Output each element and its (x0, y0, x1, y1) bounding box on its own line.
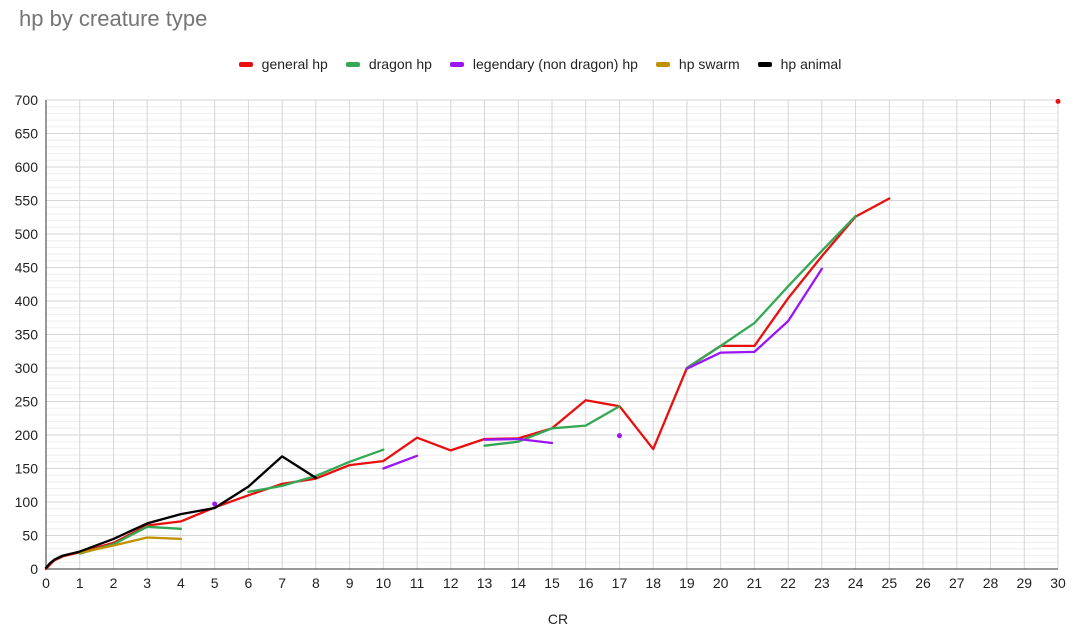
y-tick-label: 650 (15, 126, 39, 142)
x-tick-label: 13 (477, 575, 493, 591)
y-tick-label: 600 (15, 159, 39, 175)
x-tick-label: 26 (915, 575, 931, 591)
series-legendary-non-dragon-hp (212, 267, 824, 507)
x-tick-label: 10 (376, 575, 392, 591)
x-tick-label: 5 (211, 575, 219, 591)
x-tick-label: 28 (983, 575, 999, 591)
x-tick-label: 7 (278, 575, 286, 591)
x-tick-label: 14 (510, 575, 526, 591)
x-tick-label: 24 (848, 575, 864, 591)
legend-swatch (238, 61, 253, 67)
x-tick-label: 27 (949, 575, 965, 591)
gridlines (45, 99, 1059, 570)
legend-swatch (655, 61, 670, 67)
series-dragon-hp (78, 214, 857, 555)
x-axis-title: CR (548, 611, 568, 627)
legend-label: legendary (non dragon) hp (472, 56, 638, 72)
series-line (483, 437, 554, 445)
x-tick-label: 22 (780, 575, 796, 591)
y-tick-label: 50 (22, 528, 38, 544)
y-tick-label: 550 (15, 193, 39, 209)
legend-item: legendary (non dragon) hp (449, 56, 638, 72)
x-tick-label: 2 (110, 575, 118, 591)
y-tick-label: 450 (15, 260, 39, 276)
series-general-hp (44, 98, 1061, 571)
series-line (44, 197, 891, 571)
y-tick-label: 500 (15, 226, 39, 242)
x-tick-label: 20 (713, 575, 729, 591)
x-tick-label: 15 (544, 575, 560, 591)
x-tick-label: 19 (679, 575, 695, 591)
legend-item: general hp (238, 56, 328, 72)
x-tick-label: 16 (578, 575, 594, 591)
x-tick-label: 23 (814, 575, 830, 591)
legend-item: hp animal (757, 56, 842, 72)
series-line (685, 214, 857, 370)
chart-title: hp by creature type (19, 6, 208, 31)
x-tick-label: 12 (443, 575, 459, 591)
x-tick-label: 9 (346, 575, 354, 591)
series-line (685, 267, 824, 370)
y-tick-label: 400 (15, 293, 39, 309)
legend-item: dragon hp (345, 56, 432, 72)
legend-label: dragon hp (368, 56, 432, 72)
series-hp-animal (44, 455, 318, 569)
legend-swatch (757, 61, 772, 67)
x-tick-label: 17 (612, 575, 628, 591)
x-tick-label: 0 (42, 575, 50, 591)
legend-swatch (345, 61, 360, 67)
series-line (247, 448, 385, 494)
legend: general hp dragon hp legendary (non dragon… (0, 54, 1080, 74)
series-line (78, 536, 183, 555)
x-tick-label: 11 (410, 575, 425, 591)
legend-label: hp swarm (678, 56, 740, 72)
y-tick-label: 300 (15, 360, 39, 376)
x-tick-label: 25 (882, 575, 898, 591)
series-line (44, 455, 318, 569)
series-line (483, 405, 621, 447)
data-point (212, 501, 218, 507)
x-tick-label: 18 (645, 575, 661, 591)
y-tick-label: 0 (30, 561, 38, 577)
x-tick-label: 21 (747, 575, 763, 591)
y-tick-label: 350 (15, 327, 39, 343)
legend-item: hp swarm (655, 56, 740, 72)
data-point (1055, 98, 1061, 104)
data-point (616, 433, 622, 439)
legend-label: hp animal (780, 56, 842, 72)
y-tick-label: 250 (15, 394, 39, 410)
x-tick-label: 3 (143, 575, 151, 591)
x-tick-label: 6 (245, 575, 253, 591)
legend-label: general hp (261, 56, 328, 72)
y-tick-label: 700 (15, 92, 39, 108)
x-tick-label: 29 (1016, 575, 1032, 591)
legend-swatch (449, 61, 464, 67)
x-tick-label: 30 (1050, 575, 1066, 591)
x-tick-label: 4 (177, 575, 185, 591)
y-tick-label: 200 (15, 427, 39, 443)
series-hp-swarm (78, 536, 183, 555)
x-tick-label: 1 (76, 575, 84, 591)
y-tick-label: 150 (15, 461, 39, 477)
x-tick-label: 8 (312, 575, 320, 591)
y-tick-label: 100 (15, 494, 39, 510)
series-line (382, 454, 419, 470)
